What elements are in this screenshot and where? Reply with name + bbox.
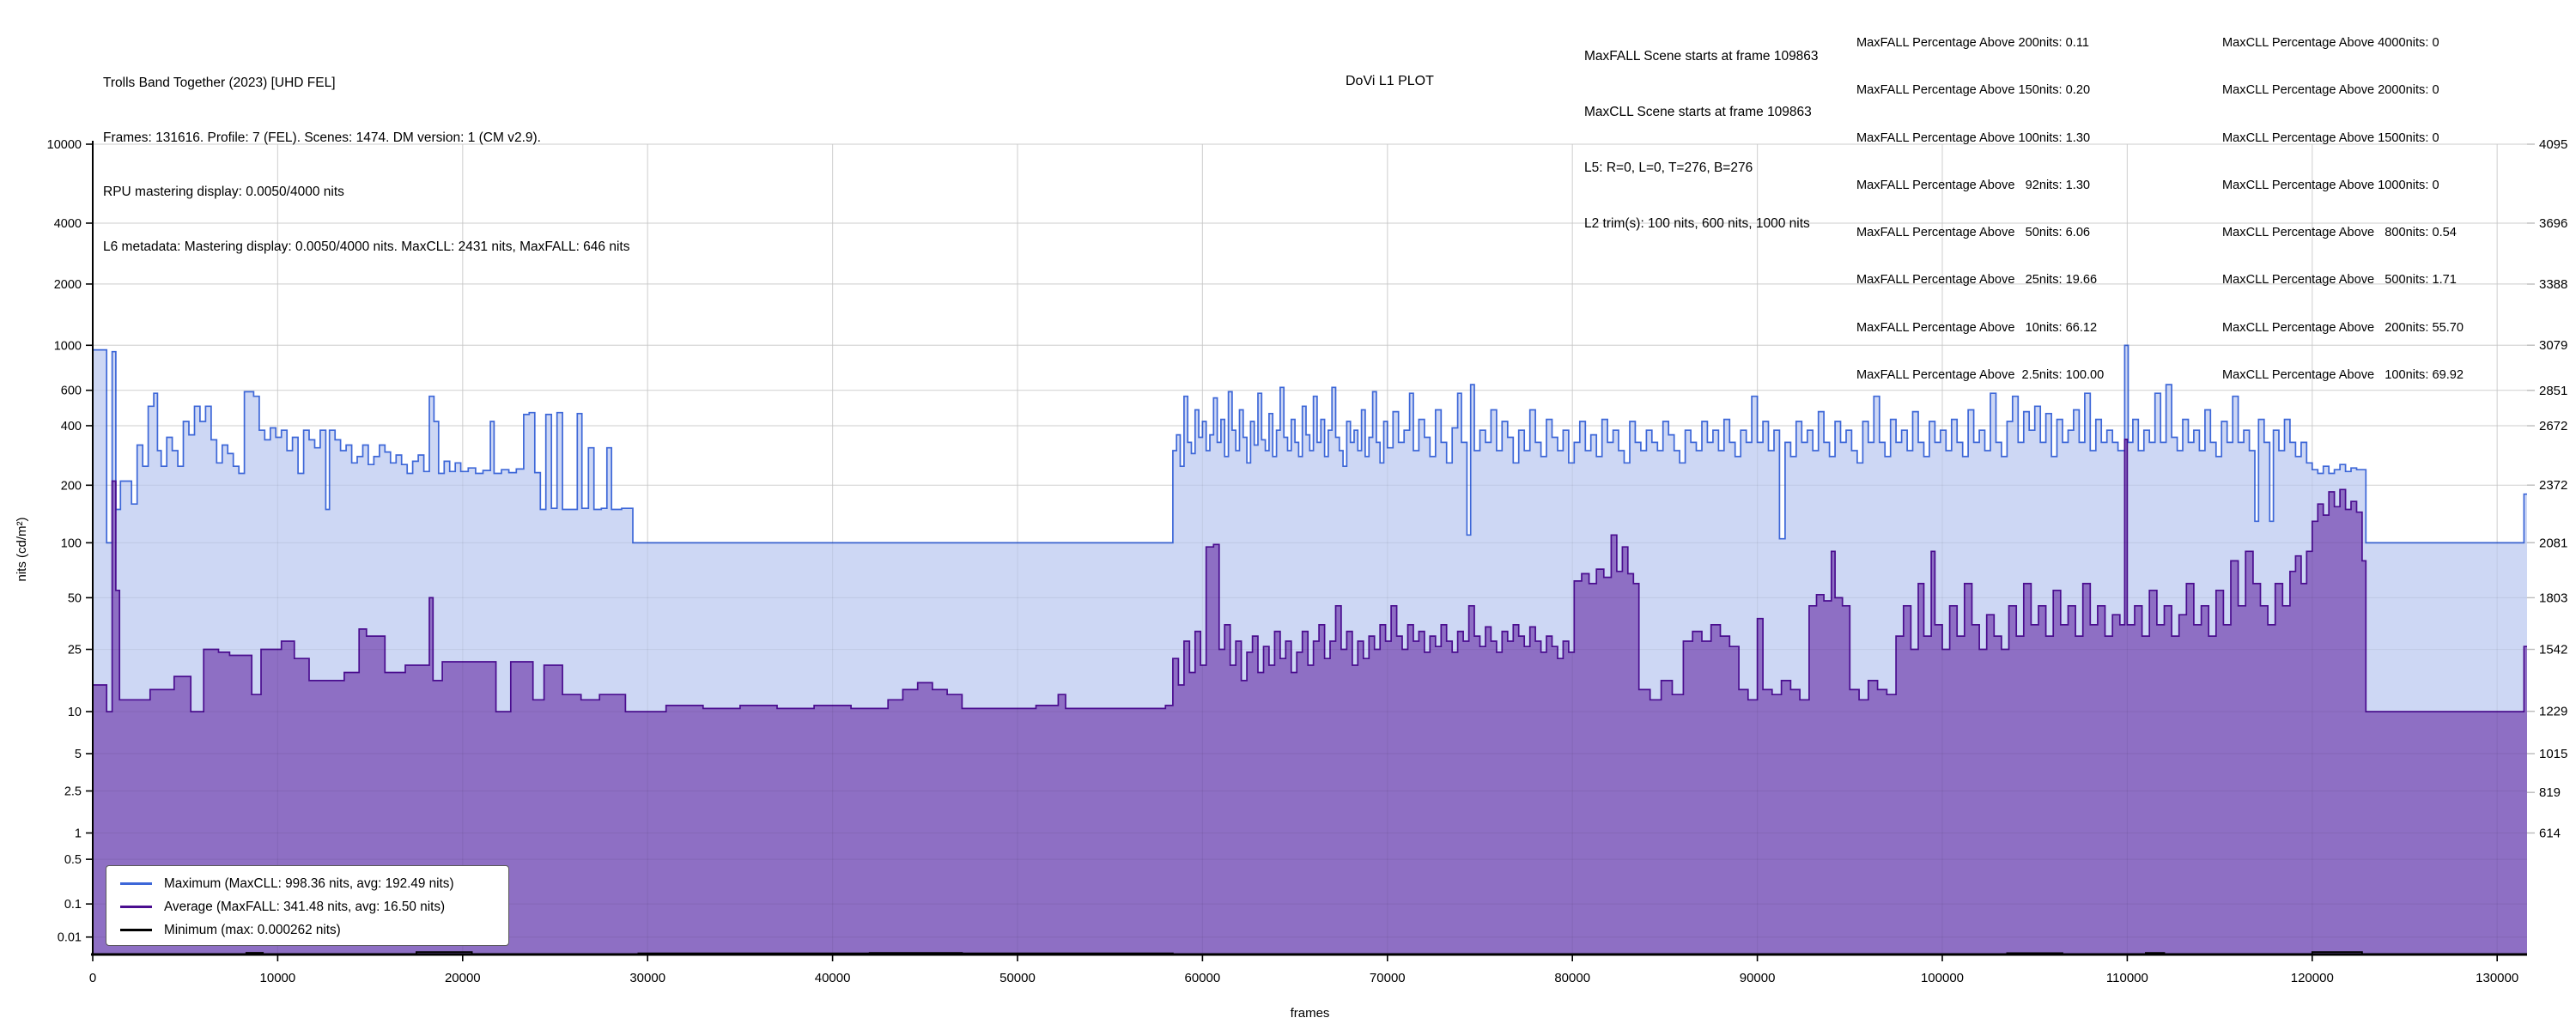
- y-tick-label: 2.5: [64, 785, 82, 799]
- l5-offsets: L5: R=0, L=0, T=276, B=276: [1584, 161, 1753, 175]
- maxfall-scene-start: MaxFALL Scene starts at frame 109863: [1584, 49, 1819, 64]
- y-right-tick-label: 2851: [2539, 384, 2567, 398]
- x-tick-label: 60000: [1185, 971, 1221, 985]
- x-tick-label: 130000: [2476, 971, 2518, 985]
- y-tick-label: 100: [61, 536, 82, 550]
- x-tick-label: 40000: [815, 971, 851, 985]
- maxcll-pct-line: MaxCLL Percentage Above 500nits: 1.71: [2222, 273, 2457, 288]
- x-tick-label: 50000: [999, 971, 1036, 985]
- maxcll-pct-line: MaxCLL Percentage Above 800nits: 0.54: [2222, 226, 2457, 240]
- y-tick-label: 0.5: [64, 853, 82, 867]
- maximum-line-swatch: [120, 882, 152, 885]
- y-tick-label: 10000: [47, 138, 82, 152]
- y-right-tick-label: 1229: [2539, 705, 2567, 719]
- y-tick-label: 600: [61, 385, 82, 398]
- y-tick-label: 400: [61, 420, 82, 433]
- minimum-line-swatch: [120, 929, 152, 931]
- header-title: Trolls Band Together (2023) [UHD FEL]: [103, 76, 336, 90]
- y-tick-label: 1000: [54, 339, 82, 353]
- y-tick-label: 4000: [54, 217, 82, 231]
- maxcll-percentage-block: MaxCLL Percentage Above 4000nits: 0 MaxC…: [2222, 4, 2464, 415]
- y-right-tick-label: 3079: [2539, 338, 2567, 353]
- maxcll-pct-line: MaxCLL Percentage Above 100nits: 69.92: [2222, 368, 2464, 383]
- y-right-tick-label: 2081: [2539, 536, 2567, 550]
- maxfall-pct-line: MaxFALL Percentage Above 10nits: 66.12: [1856, 320, 2098, 335]
- y-tick-label: 1: [75, 827, 82, 840]
- x-tick-label: 0: [89, 971, 96, 985]
- maxfall-pct-line: MaxFALL Percentage Above 150nits: 0.20: [1856, 83, 2091, 98]
- maximum-line: [93, 344, 2527, 544]
- maxcll-pct-line: MaxCLL Percentage Above 2000nits: 0: [2222, 83, 2439, 98]
- y-right-tick-label: 3696: [2539, 216, 2567, 231]
- maxfall-pct-line: MaxFALL Percentage Above 50nits: 6.06: [1856, 226, 2091, 240]
- page-title: DoVi L1 PLOT: [1346, 74, 1434, 88]
- maxfall-pct-line: MaxFALL Percentage Above 25nits: 19.66: [1856, 273, 2098, 288]
- y-tick-label: 0.01: [58, 931, 82, 945]
- x-tick-label: 20000: [445, 971, 481, 985]
- y-right-tick-label: 2372: [2539, 478, 2567, 493]
- y-axis-label: nits (cd/m²): [15, 517, 29, 581]
- y-tick-label: 25: [68, 644, 82, 657]
- x-tick-label: 120000: [2291, 971, 2334, 985]
- legend-item-maximum: Maximum (MaxCLL: 998.36 nits, avg: 192.4…: [120, 872, 508, 895]
- y-tick-label: 50: [68, 591, 82, 605]
- y-tick-label: 0.1: [64, 898, 82, 912]
- y-tick-label: 10: [68, 706, 82, 719]
- legend-item-minimum: Minimum (max: 0.000262 nits): [120, 918, 508, 942]
- average-area: [93, 439, 2527, 954]
- y-right-tick-label: 819: [2539, 785, 2561, 800]
- x-tick-label: 100000: [1921, 971, 1964, 985]
- header-l6-metadata: L6 metadata: Mastering display: 0.0050/4…: [103, 239, 630, 254]
- y-right-tick-label: 4095: [2539, 137, 2567, 152]
- x-tick-label: 30000: [629, 971, 665, 985]
- legend-label-average: Average (MaxFALL: 341.48 nits, avg: 16.5…: [164, 899, 446, 914]
- y-tick-label: 2000: [54, 278, 82, 292]
- l2-trims: L2 trim(s): 100 nits, 600 nits, 1000 nit…: [1584, 216, 1810, 231]
- x-tick-label: 90000: [1740, 971, 1776, 985]
- maxfall-pct-line: MaxFALL Percentage Above 100nits: 1.30: [1856, 130, 2091, 145]
- maxcll-scene-start: MaxCLL Scene starts at frame 109863: [1584, 105, 1812, 119]
- legend: Maximum (MaxCLL: 998.36 nits, avg: 192.4…: [106, 865, 509, 946]
- x-tick-label: 110000: [2106, 971, 2148, 985]
- legend-label-minimum: Minimum (max: 0.000262 nits): [164, 922, 341, 937]
- x-tick-label: 80000: [1554, 971, 1590, 985]
- maxcll-pct-line: MaxCLL Percentage Above 4000nits: 0: [2222, 36, 2439, 50]
- y-right-tick-label: 1803: [2539, 591, 2567, 605]
- y-right-tick-label: 614: [2539, 826, 2561, 840]
- maxcll-pct-line: MaxCLL Percentage Above 1000nits: 0: [2222, 178, 2439, 192]
- x-axis-label: frames: [1291, 1006, 1330, 1021]
- maxfall-pct-line: MaxFALL Percentage Above 92nits: 1.30: [1856, 178, 2091, 192]
- x-tick-label: 70000: [1370, 971, 1406, 985]
- x-tick-label: 10000: [260, 971, 296, 985]
- maxcll-pct-line: MaxCLL Percentage Above 200nits: 55.70: [2222, 320, 2464, 335]
- scene-info-block: MaxFALL Scene starts at frame 109863 Max…: [1584, 13, 1819, 267]
- legend-item-average: Average (MaxFALL: 341.48 nits, avg: 16.5…: [120, 895, 508, 918]
- y-tick-label: 5: [75, 748, 82, 761]
- y-right-tick-label: 3388: [2539, 277, 2567, 292]
- header-rpu-mastering: RPU mastering display: 0.0050/4000 nits: [103, 185, 344, 199]
- maxfall-pct-line: MaxFALL Percentage Above 200nits: 0.11: [1856, 36, 2089, 50]
- maxfall-percentage-block: MaxFALL Percentage Above 200nits: 0.11 M…: [1856, 4, 2104, 415]
- y-right-tick-label: 1542: [2539, 643, 2567, 657]
- average-line-swatch: [120, 906, 152, 908]
- y-tick-label: 200: [61, 479, 82, 493]
- y-right-tick-label: 1015: [2539, 747, 2567, 761]
- y-right-tick-label: 2672: [2539, 419, 2567, 433]
- legend-label-maximum: Maximum (MaxCLL: 998.36 nits, avg: 192.4…: [164, 876, 454, 891]
- header-block: Trolls Band Together (2023) [UHD FEL] Fr…: [103, 40, 629, 289]
- maxcll-pct-line: MaxCLL Percentage Above 1500nits: 0: [2222, 130, 2439, 145]
- average-line: [93, 439, 2527, 712]
- header-frames-profile: Frames: 131616. Profile: 7 (FEL). Scenes…: [103, 130, 541, 145]
- maxfall-pct-line: MaxFALL Percentage Above 2.5nits: 100.00: [1856, 368, 2105, 383]
